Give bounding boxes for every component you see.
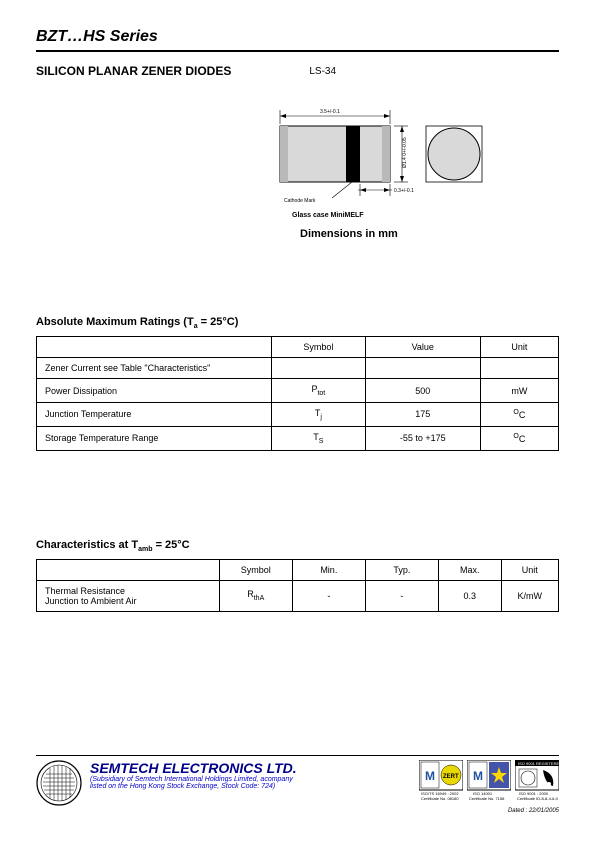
table-row: Power Dissipation Ptot 500 mW	[37, 379, 559, 403]
dim-diameter: Ø1.4 0+/-0.05	[402, 137, 408, 168]
abs-max-table: Symbol Value Unit Zener Current see Tabl…	[36, 336, 559, 450]
footer-rule	[36, 755, 559, 756]
series-title: BZT…HS Series	[36, 28, 559, 46]
characteristics-table: Symbol Min. Typ. Max. Unit Thermal Resis…	[36, 559, 559, 612]
col-param	[37, 337, 272, 358]
abs-max-heading: Absolute Maximum Ratings (Ta = 25°C)	[36, 316, 559, 330]
svg-text:Certificate No. 08180: Certificate No. 08180	[421, 796, 459, 801]
cert-logo-3: ISO 9001 REGISTERED ISO 9001 : 2000 Cert…	[515, 760, 559, 802]
cert-logo-2: M ISO 14001 Certificate No. 7158	[467, 760, 511, 802]
subtitle: SILICON PLANAR ZENER DIODES	[36, 64, 231, 78]
cathode-label: Cathode Mark	[284, 198, 316, 204]
dim-band: 0.3+/-0.1	[394, 188, 414, 194]
footer: SEMTECH ELECTRONICS LTD. (Subsidiary of …	[36, 755, 559, 814]
table-row: Storage Temperature Range TS -55 to +175…	[37, 426, 559, 450]
footer-date: Dated : 22/01/2005	[36, 808, 559, 814]
svg-text:M: M	[473, 769, 483, 783]
table-header-row: Symbol Min. Typ. Max. Unit	[37, 559, 559, 580]
package-diagram: 3.5+/-0.1 Ø1.4 0+/-0.05 Cathode Mark 0.3…	[260, 96, 490, 226]
characteristics-heading: Characteristics at Tamb = 25°C	[36, 539, 559, 553]
table-row: Thermal ResistanceJunction to Ambient Ai…	[37, 580, 559, 611]
case-caption: Glass case MiniMELF	[292, 212, 364, 219]
col-value: Value	[365, 337, 480, 358]
svg-text:Certificate ID-8-8-4-6-0: Certificate ID-8-8-4-6-0	[517, 796, 559, 801]
table-row: Junction Temperature Tj 175 OC	[37, 402, 559, 426]
package-code: LS-34	[309, 66, 336, 77]
title-rule	[36, 50, 559, 52]
svg-text:Certificate No. 7158: Certificate No. 7158	[469, 796, 505, 801]
cert-logos: M ZERT ISO/TS 16949 : 2002 Certificate N…	[419, 760, 559, 802]
subtitle-row: SILICON PLANAR ZENER DIODES LS-34	[36, 64, 559, 78]
footer-text: SEMTECH ELECTRONICS LTD. (Subsidiary of …	[90, 760, 297, 790]
table-header-row: Symbol Value Unit	[37, 337, 559, 358]
footer-sub2: listed on the Hong Kong Stock Exchange, …	[90, 783, 297, 790]
dimensions-heading: Dimensions in mm	[300, 228, 398, 240]
svg-text:ISO 9001 REGISTERED: ISO 9001 REGISTERED	[518, 761, 559, 766]
company-seal-icon	[36, 760, 82, 806]
dim-length: 3.5+/-0.1	[320, 109, 340, 115]
svg-text:ZERT: ZERT	[443, 774, 459, 780]
col-unit: Unit	[480, 337, 558, 358]
footer-company: SEMTECH ELECTRONICS LTD.	[90, 760, 297, 776]
table-row: Zener Current see Table "Characteristics…	[37, 358, 559, 379]
svg-text:M: M	[425, 769, 435, 783]
cert-logo-1: M ZERT ISO/TS 16949 : 2002 Certificate N…	[419, 760, 463, 802]
footer-sub1: (Subsidiary of Semtech International Hol…	[90, 776, 297, 783]
col-symbol: Symbol	[271, 337, 365, 358]
